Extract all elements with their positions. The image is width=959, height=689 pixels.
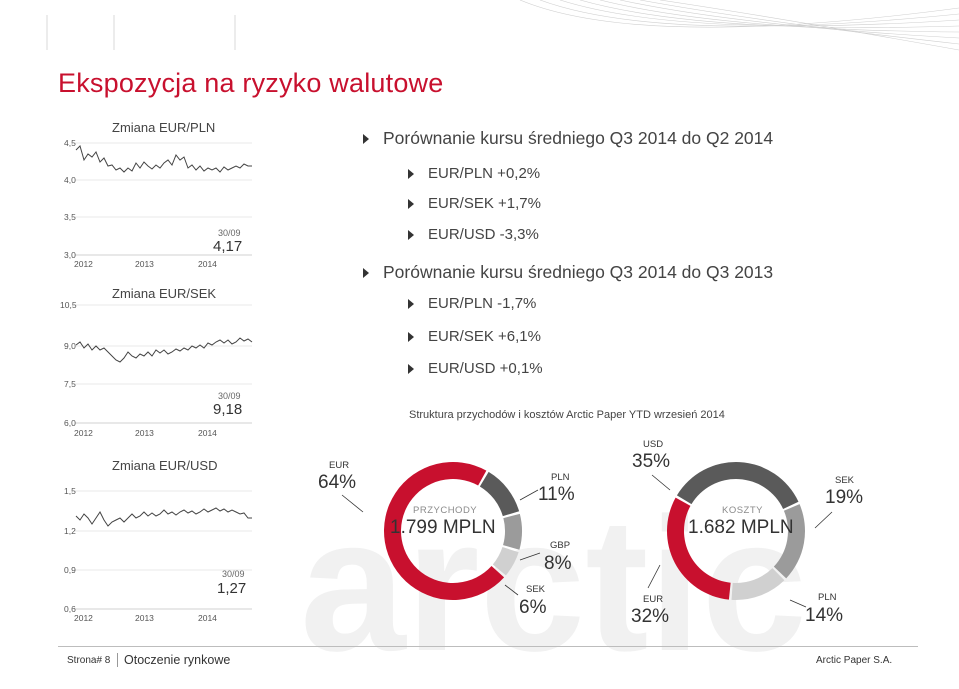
chart-title-eur-pln: Zmiana EUR/PLN bbox=[112, 120, 216, 135]
rev-label-eur: EUR bbox=[329, 460, 350, 471]
cost-value-usd: 35% bbox=[632, 451, 671, 472]
comparison-item: EUR/USD -3,3% bbox=[408, 226, 539, 243]
rev-center-value: 1.799 MPLN bbox=[390, 517, 496, 538]
revenue-segment-gbp bbox=[503, 513, 522, 550]
item-text: EUR/SEK +1,7% bbox=[428, 195, 541, 212]
rev-label-sek: SEK bbox=[526, 584, 546, 595]
bullet-triangle-icon bbox=[408, 363, 414, 374]
x-tick: 2012 bbox=[74, 613, 93, 623]
last-value: 9,18 bbox=[213, 401, 243, 418]
item-text: EUR/PLN +0,2% bbox=[428, 165, 541, 182]
y-tick: 3,0 bbox=[64, 250, 76, 260]
x-tick: 2013 bbox=[135, 259, 154, 269]
y-tick: 6,0 bbox=[64, 418, 76, 428]
x-tick: 2013 bbox=[135, 428, 154, 438]
last-value: 1,27 bbox=[217, 580, 247, 597]
comparison-item: EUR/PLN +0,2% bbox=[408, 165, 540, 182]
item-text: EUR/SEK +6,1% bbox=[428, 328, 541, 345]
costs-segment-pln bbox=[731, 568, 785, 600]
comparison-item: EUR/USD +0,1% bbox=[408, 360, 543, 377]
x-tick: 2012 bbox=[74, 428, 93, 438]
rev-center-label: PRZYCHODY bbox=[413, 505, 478, 516]
x-tick: 2012 bbox=[74, 259, 93, 269]
heading-text: Porównanie kursu średniego Q3 2014 do Q3… bbox=[383, 262, 774, 282]
last-date: 30/09 bbox=[218, 228, 241, 238]
eur-sek-line bbox=[75, 337, 253, 363]
footer-divider bbox=[117, 653, 118, 667]
footer-section: Otoczenie rynkowe bbox=[124, 653, 231, 667]
x-tick: 2013 bbox=[135, 613, 154, 623]
chart-eur-usd bbox=[75, 490, 252, 610]
cost-label-pln: PLN bbox=[818, 592, 837, 603]
x-tick: 2014 bbox=[198, 613, 217, 623]
x-tick: 2014 bbox=[198, 259, 217, 269]
costs-segment-usd bbox=[676, 461, 799, 509]
last-date: 30/09 bbox=[222, 569, 245, 579]
cost-value-pln: 14% bbox=[805, 605, 844, 626]
comparison-item: EUR/SEK +1,7% bbox=[408, 195, 541, 212]
rev-label-pln: PLN bbox=[551, 472, 570, 483]
y-tick: 3,5 bbox=[64, 212, 76, 222]
bullet-triangle-icon bbox=[408, 298, 414, 309]
y-tick: 4,0 bbox=[64, 175, 76, 185]
y-tick: 0,9 bbox=[64, 565, 76, 575]
costs-segment-sek bbox=[773, 504, 805, 579]
y-tick: 1,2 bbox=[64, 526, 76, 536]
rev-label-gbp: GBP bbox=[550, 540, 571, 551]
heading-text: Porównanie kursu średniego Q3 2014 do Q2… bbox=[383, 128, 774, 148]
item-text: EUR/PLN -1,7% bbox=[428, 295, 537, 312]
cost-center-value: 1.682 MPLN bbox=[688, 517, 794, 538]
fx-charts bbox=[75, 142, 253, 610]
last-date: 30/09 bbox=[218, 391, 241, 401]
eur-pln-line bbox=[75, 145, 252, 173]
structure-caption: Struktura przychodów i kosztów Arctic Pa… bbox=[409, 409, 725, 421]
comparison-heading-q3: Porównanie kursu średniego Q3 2014 do Q3… bbox=[363, 262, 773, 283]
comparison-item: EUR/PLN -1,7% bbox=[408, 295, 536, 312]
revenue-segment-eur bbox=[384, 462, 505, 600]
chart-title-eur-usd: Zmiana EUR/USD bbox=[112, 458, 218, 473]
revenue-segment-pln bbox=[479, 471, 520, 517]
cost-label-eur: EUR bbox=[643, 594, 664, 605]
cost-label-sek: SEK bbox=[835, 475, 855, 486]
x-tick: 2014 bbox=[198, 428, 217, 438]
cost-label-usd: USD bbox=[643, 439, 664, 450]
page-number: Strona# 8 bbox=[67, 655, 111, 666]
cost-value-sek: 19% bbox=[825, 487, 864, 508]
y-tick: 9,0 bbox=[64, 341, 76, 351]
last-value: 4,17 bbox=[213, 238, 243, 255]
eur-usd-line bbox=[75, 507, 252, 527]
y-tick: 7,5 bbox=[64, 379, 76, 389]
comparison-item: EUR/SEK +6,1% bbox=[408, 328, 541, 345]
rev-value-sek: 6% bbox=[519, 597, 547, 618]
bullet-triangle-icon bbox=[363, 133, 369, 144]
bullet-triangle-icon bbox=[408, 229, 414, 240]
cost-center-label: KOSZTY bbox=[722, 505, 764, 516]
comparison-heading-q2: Porównanie kursu średniego Q3 2014 do Q2… bbox=[363, 128, 773, 149]
y-tick: 10,5 bbox=[60, 300, 77, 310]
bullet-triangle-icon bbox=[363, 267, 369, 278]
y-tick: 4,5 bbox=[64, 138, 76, 148]
page-title: Ekspozycja na ryzyko walutowe bbox=[58, 68, 444, 98]
footer-company: Arctic Paper S.A. bbox=[816, 655, 893, 666]
y-tick: 1,5 bbox=[64, 486, 76, 496]
y-tick: 0,6 bbox=[64, 604, 76, 614]
bullet-triangle-icon bbox=[408, 331, 414, 342]
rev-value-pln: 11% bbox=[538, 484, 575, 505]
chart-eur-pln bbox=[75, 142, 252, 256]
chart-eur-sek bbox=[75, 304, 253, 424]
footer-rule bbox=[58, 646, 918, 647]
item-text: EUR/USD -3,3% bbox=[428, 226, 539, 243]
bullet-triangle-icon bbox=[408, 198, 414, 209]
decorative-line-art bbox=[46, 0, 959, 51]
item-text: EUR/USD +0,1% bbox=[428, 360, 543, 377]
chart-title-eur-sek: Zmiana EUR/SEK bbox=[112, 286, 217, 301]
rev-value-gbp: 8% bbox=[544, 553, 572, 574]
cost-value-eur: 32% bbox=[631, 606, 670, 627]
revenue-segment-sek bbox=[492, 547, 519, 576]
bullet-triangle-icon bbox=[408, 168, 414, 179]
costs-segment-eur bbox=[666, 497, 731, 600]
rev-value-eur: 64% bbox=[318, 472, 357, 493]
